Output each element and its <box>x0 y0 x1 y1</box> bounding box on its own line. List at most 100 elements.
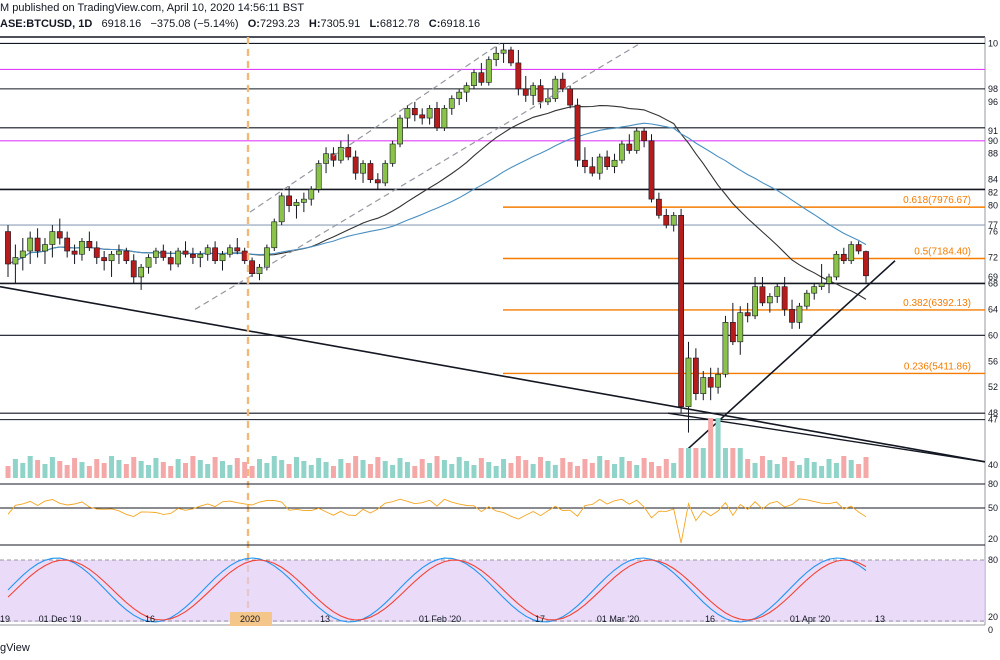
price-axis-tick: 76 <box>988 227 998 237</box>
fib-level-label: 0.5(7184.40) <box>914 247 971 258</box>
volume-bar <box>478 458 484 478</box>
volume-bar <box>109 456 115 478</box>
price-axis-tick: 48 <box>988 408 998 418</box>
candle-body <box>182 250 189 255</box>
candle-body <box>707 377 714 388</box>
candle-body <box>589 166 596 174</box>
price-axis-tick: 91 <box>988 126 998 136</box>
rsi-axis-tick: 50 <box>988 503 998 513</box>
candle-body <box>441 108 448 129</box>
stoch-axis-tick: 0 <box>988 625 993 635</box>
candle-body <box>604 156 611 168</box>
candle-body <box>463 85 470 93</box>
symbol-label: ASE:BTCUSD, 1D <box>0 18 93 30</box>
volume-bar <box>49 457 55 478</box>
candle-body <box>130 260 137 278</box>
moving-average-line <box>7 105 867 300</box>
volume-bar <box>811 462 817 478</box>
candle-body <box>582 159 588 168</box>
candle-body <box>271 221 278 249</box>
volume-bar <box>464 461 470 478</box>
time-axis-tick: 16 <box>145 614 155 624</box>
fib-level-label: 0.382(6392.13) <box>903 298 971 309</box>
volume-bar <box>671 463 677 478</box>
price-axis-tick: 47 <box>988 415 998 425</box>
price-axis-tick: 90 <box>988 136 998 146</box>
volume-bar <box>242 462 248 478</box>
candle-body <box>485 59 492 83</box>
candle-body <box>116 250 122 255</box>
volume-bar <box>64 465 70 478</box>
candle-body <box>241 250 248 262</box>
candle-body <box>145 257 152 268</box>
volume-bar <box>301 461 307 478</box>
candle-body <box>86 240 93 249</box>
volume-bar <box>685 448 691 478</box>
volume-bar <box>427 463 433 478</box>
volume-bar <box>863 457 869 478</box>
candle-body <box>123 250 130 262</box>
stoch-axis-tick: 20 <box>988 612 998 622</box>
candle-body <box>42 244 48 252</box>
candle-body <box>263 247 270 268</box>
price-axis-tick: 52 <box>988 382 998 392</box>
published-text: M published on TradingView.com, April 10… <box>0 2 305 14</box>
candle-body <box>397 117 403 145</box>
candle-body <box>411 108 418 116</box>
volume-bar <box>197 460 203 478</box>
volume-bar <box>382 461 388 478</box>
volume-bar <box>138 461 144 478</box>
volume-bar <box>12 459 18 478</box>
candle-body <box>670 215 677 226</box>
candle-body <box>567 88 574 106</box>
volume-bar <box>848 460 854 478</box>
candle-body <box>685 357 692 407</box>
candle-body <box>197 253 204 258</box>
volume-bar <box>116 460 122 478</box>
volume-bar <box>271 456 277 478</box>
candle-body <box>64 237 71 252</box>
channel-line-dashed <box>194 42 641 310</box>
moving-average-line-blue <box>7 122 867 265</box>
candle-body <box>101 257 108 262</box>
candle-body <box>337 146 344 161</box>
volume-bar <box>649 462 654 478</box>
volume-bar <box>693 448 699 478</box>
candle-body <box>722 322 729 375</box>
volume-bar <box>789 461 795 478</box>
support-line <box>667 412 986 463</box>
volume-bar <box>796 465 802 478</box>
candle-body <box>752 286 758 317</box>
candle-body <box>855 244 862 252</box>
stoch-axis-tick: 80 <box>988 555 998 565</box>
candle-body <box>774 286 781 297</box>
candle-body <box>34 237 41 252</box>
ohlc-line: ASE:BTCUSD, 1D 6918.16 −375.08 (−5.14%) … <box>0 18 480 30</box>
volume-bar <box>168 466 174 478</box>
low-label: L: <box>369 18 380 30</box>
volume-bar <box>486 462 492 478</box>
candle-body <box>833 253 840 278</box>
volume-bar <box>501 459 507 478</box>
candle-body <box>744 312 751 317</box>
volume-bar <box>153 458 159 478</box>
volume-bar <box>183 463 189 478</box>
time-axis-tick: 01 Feb '20 <box>419 614 461 624</box>
volume-bar <box>360 460 366 478</box>
time-axis-tick: 16 <box>705 614 715 624</box>
price-chart[interactable]: 0.618(7976.67) 0.5(7184.40) 0.382(6392.13)… <box>0 0 1000 640</box>
descending-trend-line <box>0 285 986 463</box>
candle-body <box>153 250 159 258</box>
volume-bar <box>856 464 862 478</box>
candle-body <box>212 247 219 262</box>
time-axis-tick: 13 <box>320 614 330 624</box>
volume-bar <box>759 456 765 478</box>
volume-bar <box>604 460 610 478</box>
volume-bar <box>86 466 92 478</box>
price-axis-tick: 56 <box>988 356 998 366</box>
candle-body <box>559 78 566 90</box>
volume-bar <box>589 463 595 478</box>
candle-body <box>19 250 26 258</box>
volume-bar <box>515 456 521 478</box>
close-label: C: <box>428 18 441 30</box>
